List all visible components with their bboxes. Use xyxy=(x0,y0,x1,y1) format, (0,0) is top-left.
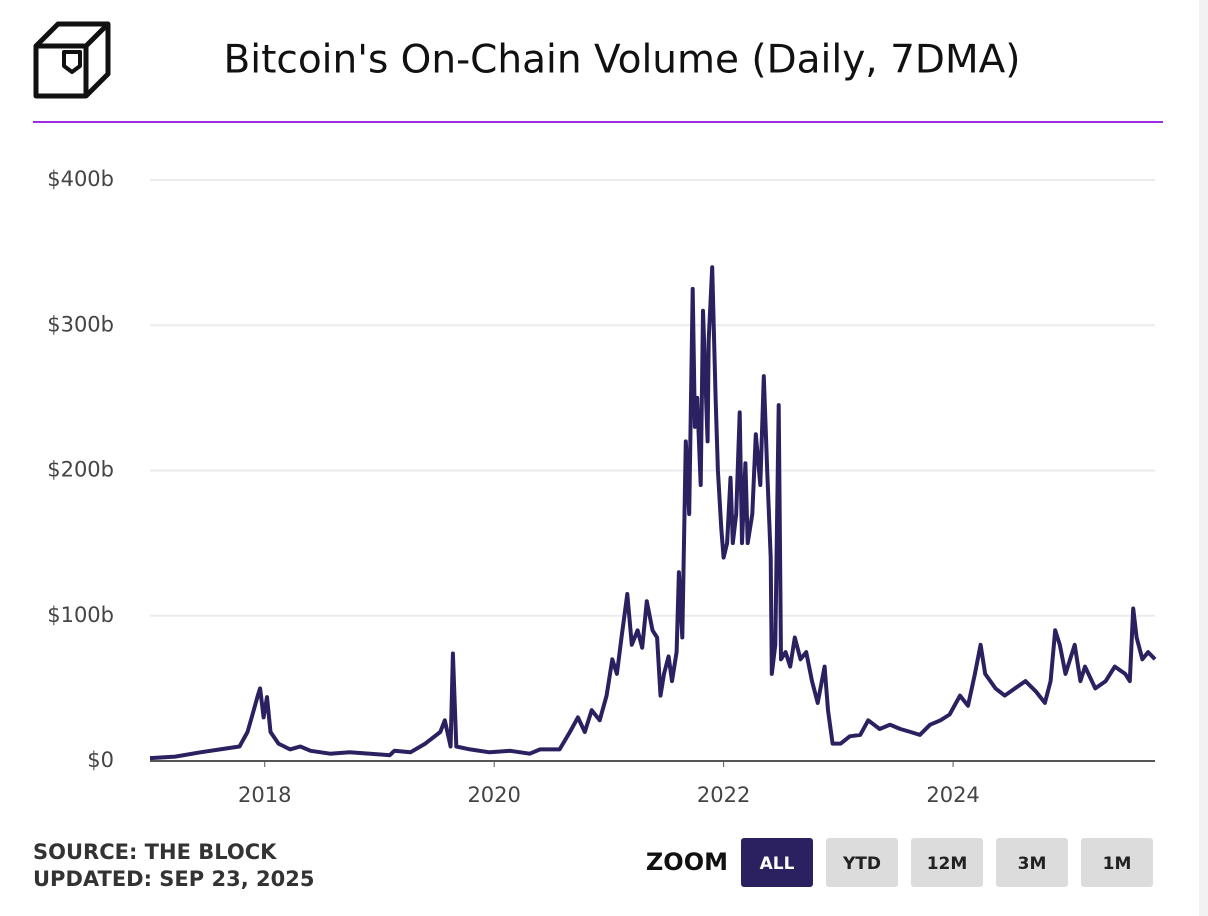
zoom-button-label[interactable]: 1M xyxy=(1103,854,1132,874)
zoom-button-bg[interactable] xyxy=(741,838,813,887)
zoom-button[interactable]: 12M xyxy=(911,838,983,887)
zoom-button-bg[interactable] xyxy=(1081,838,1153,887)
y-tick-label: $0 xyxy=(87,748,114,772)
data-line xyxy=(149,265,1157,761)
zoom-button[interactable]: YTD xyxy=(826,838,898,887)
zoom-label: ZOOM xyxy=(646,848,728,876)
source: SOURCE: THE BLOCK xyxy=(33,840,277,864)
zoom-button-label[interactable]: ALL xyxy=(760,854,795,874)
x-tick-label: 2024 xyxy=(926,783,979,807)
y-tick-label: $200b xyxy=(47,458,114,482)
zoom-button[interactable]: 1M xyxy=(1081,838,1153,887)
x-tick-label: 2018 xyxy=(238,783,291,807)
zoom-button-label[interactable]: YTD xyxy=(842,854,881,874)
x-tick-label: 2020 xyxy=(467,783,520,807)
zoom-button-label[interactable]: 3M xyxy=(1018,854,1047,874)
y-tick-label: $300b xyxy=(47,312,114,336)
y-tick-label: $400b xyxy=(47,167,114,191)
updated: UPDATED: SEP 23, 2025 xyxy=(33,867,314,891)
x-tick-label: 2022 xyxy=(697,783,750,807)
zoom-button-bg[interactable] xyxy=(911,838,983,887)
zoom-button[interactable]: 3M xyxy=(996,838,1068,887)
chart-title: Bitcoin's On-Chain Volume (Daily, 7DMA) xyxy=(224,38,1021,83)
logo xyxy=(33,21,111,99)
side-strip xyxy=(1199,0,1208,916)
zoom-button[interactable]: ALL xyxy=(741,838,813,887)
zoom-button-bg[interactable] xyxy=(996,838,1068,887)
zoom-button-bg[interactable] xyxy=(826,838,898,887)
y-tick-label: $100b xyxy=(47,603,114,627)
zoom-button-label[interactable]: 12M xyxy=(927,854,968,874)
